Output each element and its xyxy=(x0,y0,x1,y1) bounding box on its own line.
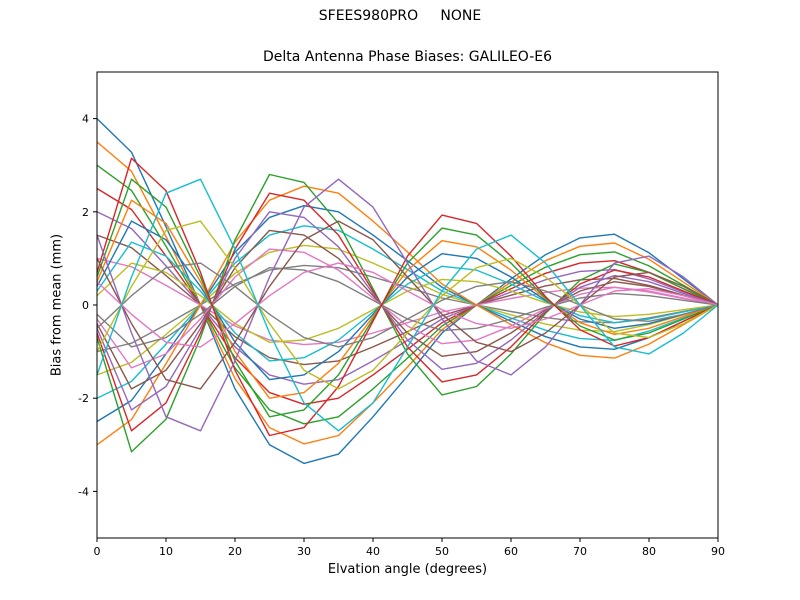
x-axis-label: Elvation angle (degrees) xyxy=(327,562,488,577)
series-line xyxy=(96,185,719,446)
series-line xyxy=(96,229,719,390)
series-line xyxy=(96,262,719,348)
x-tick-label: 20 xyxy=(228,545,242,558)
y-tick-label: -4 xyxy=(78,485,89,498)
x-tick-label: 40 xyxy=(366,545,380,558)
figure-suptitle: SFEES980PRO NONE xyxy=(318,8,482,24)
x-tick-label: 70 xyxy=(573,545,587,558)
series-line xyxy=(96,220,719,381)
series-line xyxy=(96,211,719,411)
axes-title: Delta Antenna Phase Biases: GALILEO-E6 xyxy=(262,49,553,65)
axes-spine xyxy=(96,71,719,539)
series-line xyxy=(96,220,719,390)
y-tick-label: 4 xyxy=(82,113,89,126)
series-line xyxy=(96,241,719,362)
series-line xyxy=(96,192,719,432)
series-line xyxy=(96,178,719,432)
x-tick-label: 80 xyxy=(642,545,656,558)
series-line xyxy=(96,248,719,369)
series-line xyxy=(96,178,719,418)
series-line xyxy=(96,199,719,399)
series-line xyxy=(96,220,719,390)
series-line xyxy=(96,262,719,348)
y-tick-label: 0 xyxy=(82,299,89,312)
x-tick-label: 50 xyxy=(435,545,449,558)
y-axis-label: Bias from mean (mm) xyxy=(49,233,65,377)
x-tick-label: 90 xyxy=(711,545,725,558)
x-tick-label: 60 xyxy=(504,545,518,558)
series-line xyxy=(96,178,719,432)
x-tick-label: 30 xyxy=(297,545,311,558)
x-tick-label: 0 xyxy=(94,545,101,558)
y-tick-label: -2 xyxy=(78,392,89,405)
x-tick-label: 10 xyxy=(159,545,173,558)
y-tick-label: 2 xyxy=(82,206,89,219)
